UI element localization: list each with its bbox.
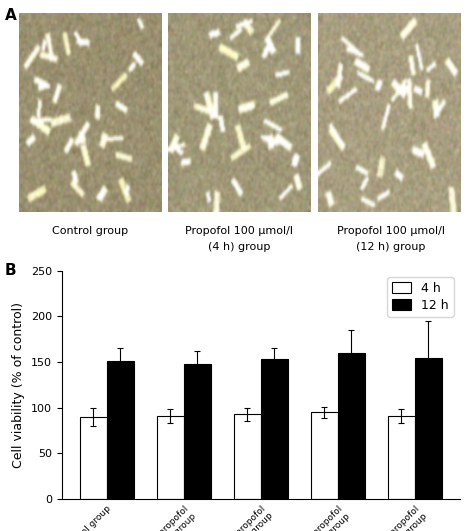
Text: Propofol 100 μmol/l: Propofol 100 μmol/l bbox=[337, 226, 445, 236]
Bar bbox=[184, 364, 210, 499]
Text: A: A bbox=[5, 8, 17, 23]
Text: (12 h) group: (12 h) group bbox=[356, 242, 426, 252]
Bar bbox=[261, 359, 288, 499]
Bar bbox=[107, 361, 134, 499]
Text: B: B bbox=[5, 263, 17, 278]
Bar bbox=[337, 353, 365, 499]
Bar bbox=[80, 417, 107, 499]
Text: Control group: Control group bbox=[52, 226, 128, 236]
Bar bbox=[234, 414, 261, 499]
Bar bbox=[415, 357, 442, 499]
Y-axis label: Cell viability (% of control): Cell viability (% of control) bbox=[12, 302, 25, 468]
Bar bbox=[311, 413, 337, 499]
Legend: 4 h, 12 h: 4 h, 12 h bbox=[387, 277, 454, 317]
Bar bbox=[388, 416, 415, 499]
Text: Propofol 100 μmol/l: Propofol 100 μmol/l bbox=[185, 226, 293, 236]
Bar bbox=[157, 416, 184, 499]
Text: (4 h) group: (4 h) group bbox=[208, 242, 271, 252]
